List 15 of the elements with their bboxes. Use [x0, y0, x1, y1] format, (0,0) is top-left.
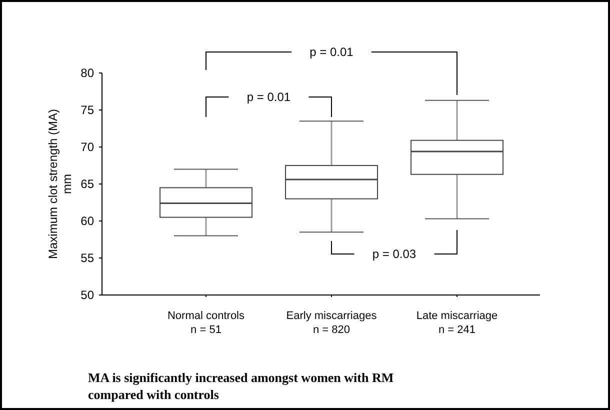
y-tick-label: 60	[80, 214, 94, 228]
x-tick-label: Early miscarriages n = 820	[286, 310, 378, 336]
y-axis-title: Maximum clot strength (MA) mm	[46, 108, 74, 260]
x-tick-label: Late miscarriage n = 241	[416, 310, 498, 336]
text: MA is significantly increased amongst women with RM compared with controls	[88, 370, 394, 402]
y-tick-label: 65	[80, 177, 94, 192]
text: p = 0.01	[310, 45, 354, 60]
y-tick-label: 75	[80, 103, 94, 118]
annotation: p = 0.03	[372, 247, 416, 262]
y-tick-label: 50	[80, 288, 94, 302]
y-tick-label: 80	[80, 66, 94, 80]
annotation: p = 0.01	[246, 90, 291, 104]
y-tick-label: 70	[80, 140, 94, 154]
x-tick-label: Normal controls n = 51	[167, 310, 246, 336]
y-tick-label: 55	[80, 251, 94, 266]
